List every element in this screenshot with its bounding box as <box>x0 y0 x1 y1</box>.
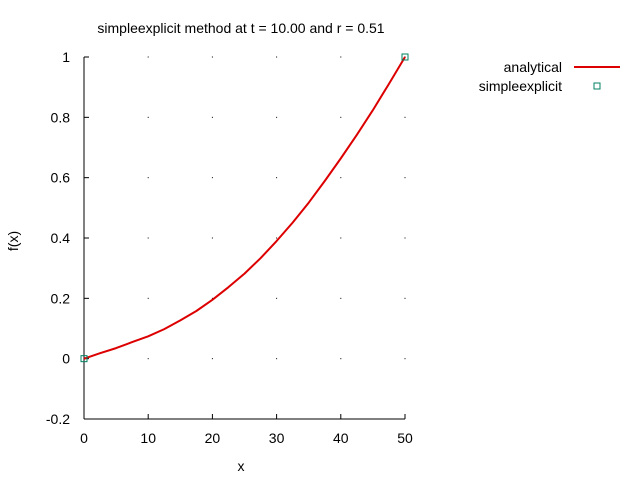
grid-dot-2-6 <box>211 56 213 58</box>
y-tick-label: 0 <box>62 351 70 367</box>
y-tick-label: -0.2 <box>46 411 70 427</box>
grid-dot-5-4 <box>404 177 406 179</box>
y-tick-label: 0.2 <box>51 290 71 306</box>
grid-dot-5-2 <box>404 297 406 299</box>
grid-dot-2-5 <box>211 116 213 118</box>
grid-dot-1-6 <box>147 56 149 58</box>
y-tick-label: 0.6 <box>51 170 71 186</box>
grid-dot-3-6 <box>276 56 278 58</box>
grid-dot-4-3 <box>340 237 342 239</box>
grid-dot-2-2 <box>211 297 213 299</box>
series-point-simpleexplicit <box>80 355 88 363</box>
grid-dot-2-4 <box>211 177 213 179</box>
x-tick-label: 30 <box>269 430 285 446</box>
grid-dot-1-1 <box>147 358 149 360</box>
x-tick-label: 50 <box>397 430 413 446</box>
series-point-simpleexplicit <box>401 53 409 61</box>
plot-frame <box>83 57 405 420</box>
grid-dot-4-6 <box>340 56 342 58</box>
grid-dot-4-5 <box>340 116 342 118</box>
grid-dot-1-2 <box>147 297 149 299</box>
y-axis-label: f(x) <box>5 231 21 251</box>
grid-dot-2-3 <box>211 237 213 239</box>
x-ticks: 0 10 20 30 40 50 <box>80 414 413 446</box>
grid-dot-4-1 <box>340 358 342 360</box>
grid-dot-1-4 <box>147 177 149 179</box>
grid-dot-4-4 <box>340 177 342 179</box>
y-tick-label: 0.8 <box>51 109 71 125</box>
grid-dot-5-5 <box>404 116 406 118</box>
grid-dot-2-1 <box>211 358 213 360</box>
grid-dot-1-5 <box>147 116 149 118</box>
x-tick-label: 20 <box>205 430 221 446</box>
x-tick-label: 0 <box>80 430 88 446</box>
y-ticks: -0.2 0 0.2 0.4 0.6 0.8 1 <box>46 49 89 427</box>
chart-title: simpleexplicit method at t = 10.00 and r… <box>97 20 384 36</box>
x-tick-label: 10 <box>140 430 156 446</box>
legend-swatch-simpleexplicit <box>593 82 601 90</box>
legend-label-analytical: analytical <box>504 59 562 75</box>
legend: analytical simpleexplicit <box>479 59 620 94</box>
series-line-analytical <box>83 56 406 360</box>
grid-dot-3-3 <box>276 237 278 239</box>
y-tick-label: 0.4 <box>51 230 71 246</box>
legend-label-simpleexplicit: simpleexplicit <box>479 78 562 94</box>
grid-dot-3-5 <box>276 116 278 118</box>
grid-dot-4-2 <box>340 297 342 299</box>
x-axis-label: x <box>238 458 245 474</box>
grid-dot-3-2 <box>276 297 278 299</box>
x-tick-label: 40 <box>333 430 349 446</box>
grid-dots <box>147 56 406 360</box>
y-tick-label: 1 <box>62 49 70 65</box>
grid-dot-1-3 <box>147 237 149 239</box>
series-layer <box>80 53 409 363</box>
grid-dot-3-1 <box>276 358 278 360</box>
grid-dot-5-1 <box>404 358 406 360</box>
grid-dot-3-4 <box>276 177 278 179</box>
grid-dot-5-3 <box>404 237 406 239</box>
